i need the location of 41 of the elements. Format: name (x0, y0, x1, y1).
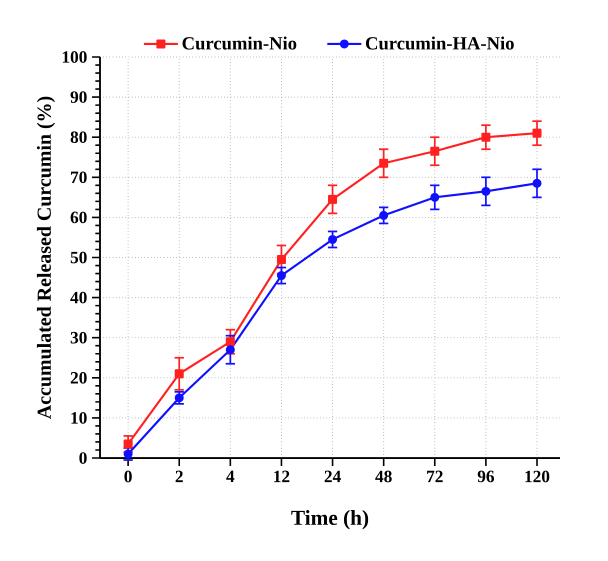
y-tick-label: 10 (71, 412, 87, 424)
point (276, 254, 286, 264)
point (174, 369, 184, 378)
y-tick-label: 20 (70, 372, 87, 384)
y-tick-label: 60 (70, 212, 87, 224)
y-tick-label: 30 (70, 332, 87, 344)
point (276, 271, 286, 280)
y-tick-label: 40 (70, 292, 87, 304)
y-tick-label: 80 (70, 131, 87, 144)
legend-label: Curcumin-Nio (182, 36, 296, 50)
x-tick-label: 2 (176, 470, 183, 482)
x-axis-title: Time (h) (291, 510, 368, 530)
point (226, 337, 235, 346)
y-tick-label: 90 (70, 91, 87, 103)
x-tick-label: 72 (427, 470, 443, 482)
point (430, 192, 440, 202)
x-tick-label: 12 (274, 470, 290, 482)
point (379, 158, 388, 168)
point (328, 234, 338, 244)
legend-label: Curcumin-HA-Nio (366, 36, 514, 50)
x-tick-label: 24 (324, 470, 341, 482)
x-tick-label: 96 (478, 470, 494, 482)
x-tick-label: 48 (375, 470, 392, 482)
point (430, 146, 440, 156)
point (379, 210, 388, 220)
point (328, 194, 338, 204)
point (226, 345, 235, 354)
point (481, 186, 490, 196)
y-tick-label: 0 (79, 452, 87, 464)
x-tick-label: 4 (226, 470, 234, 482)
y-tick-label: 50 (70, 252, 87, 264)
point (532, 178, 542, 188)
x-tick-label: 120 (525, 470, 550, 482)
y-tick-label: 70 (71, 171, 87, 184)
point (124, 439, 133, 448)
y-tick-label: 100 (62, 51, 87, 63)
point (532, 128, 542, 138)
point (174, 393, 184, 402)
x-tick-label: 0 (124, 470, 132, 482)
point (481, 132, 490, 142)
y-axis-title: Accumulated Released Curcumin (%) (36, 96, 55, 420)
